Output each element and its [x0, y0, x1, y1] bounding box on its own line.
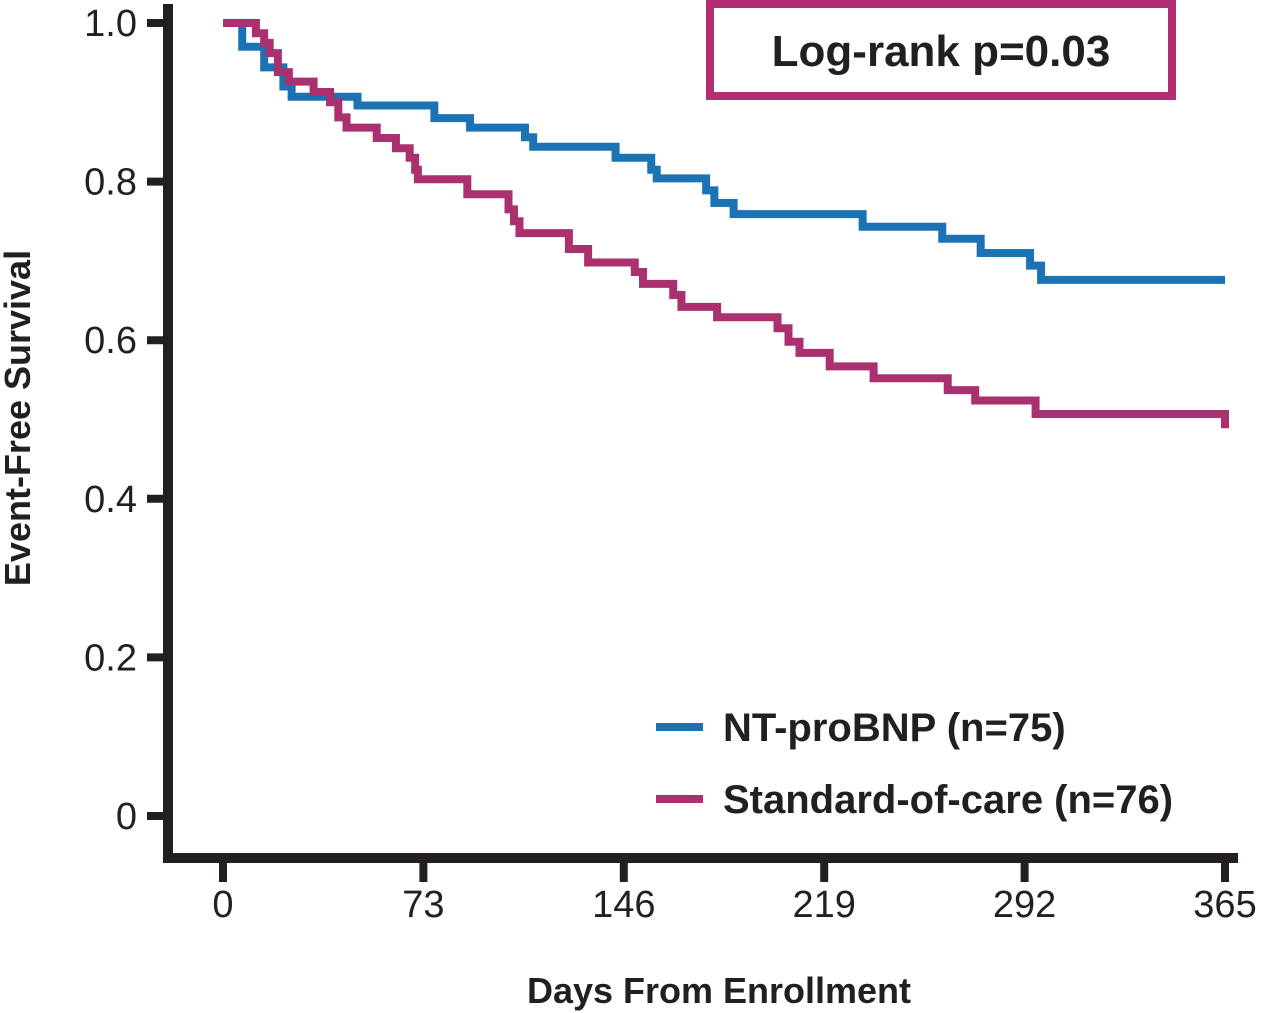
x-tick-label: 73: [402, 884, 444, 926]
legend-label-nt-probnp: NT-proBNP (n=75): [723, 706, 1066, 750]
y-axis-ticks: 1.0 0.8 0.6 0.4 0.2 0: [84, 3, 169, 838]
y-tick-label: 1.0: [84, 3, 137, 45]
x-tick-label: 146: [592, 884, 655, 926]
x-tick-label: 0: [212, 884, 233, 926]
annotation-border: [706, 0, 1176, 100]
x-axis-title: Days From Enrollment: [527, 970, 911, 1011]
legend-label-standard-of-care: Standard-of-care (n=76): [723, 778, 1173, 822]
standard-of-care-curve: [223, 19, 1229, 429]
y-tick-label: 0.4: [84, 479, 137, 521]
annotation-box: Log-rank p=0.03: [706, 0, 1176, 100]
x-tick-label: 292: [993, 884, 1056, 926]
axes: 1.0 0.8 0.6 0.4 0.2 0 0 73 146 219 292 365: [84, 3, 1257, 926]
x-tick-label: 365: [1193, 884, 1256, 926]
y-tick-label: 0: [116, 796, 137, 838]
y-tick-label: 0.2: [84, 637, 137, 679]
legend: NT-proBNP (n=75) Standard-of-care (n=76): [656, 706, 1173, 822]
y-axis-title: Event-Free Survival: [0, 250, 38, 586]
log-rank-text: Log-rank p=0.03: [772, 27, 1111, 76]
y-tick-label: 0.8: [84, 162, 137, 204]
y-tick-label: 0.6: [84, 320, 137, 362]
nt-probnp-curve: [223, 19, 1225, 284]
x-tick-label: 219: [792, 884, 855, 926]
curves: [223, 19, 1229, 429]
x-axis-ticks: 0 73 146 219 292 365: [212, 858, 1257, 926]
